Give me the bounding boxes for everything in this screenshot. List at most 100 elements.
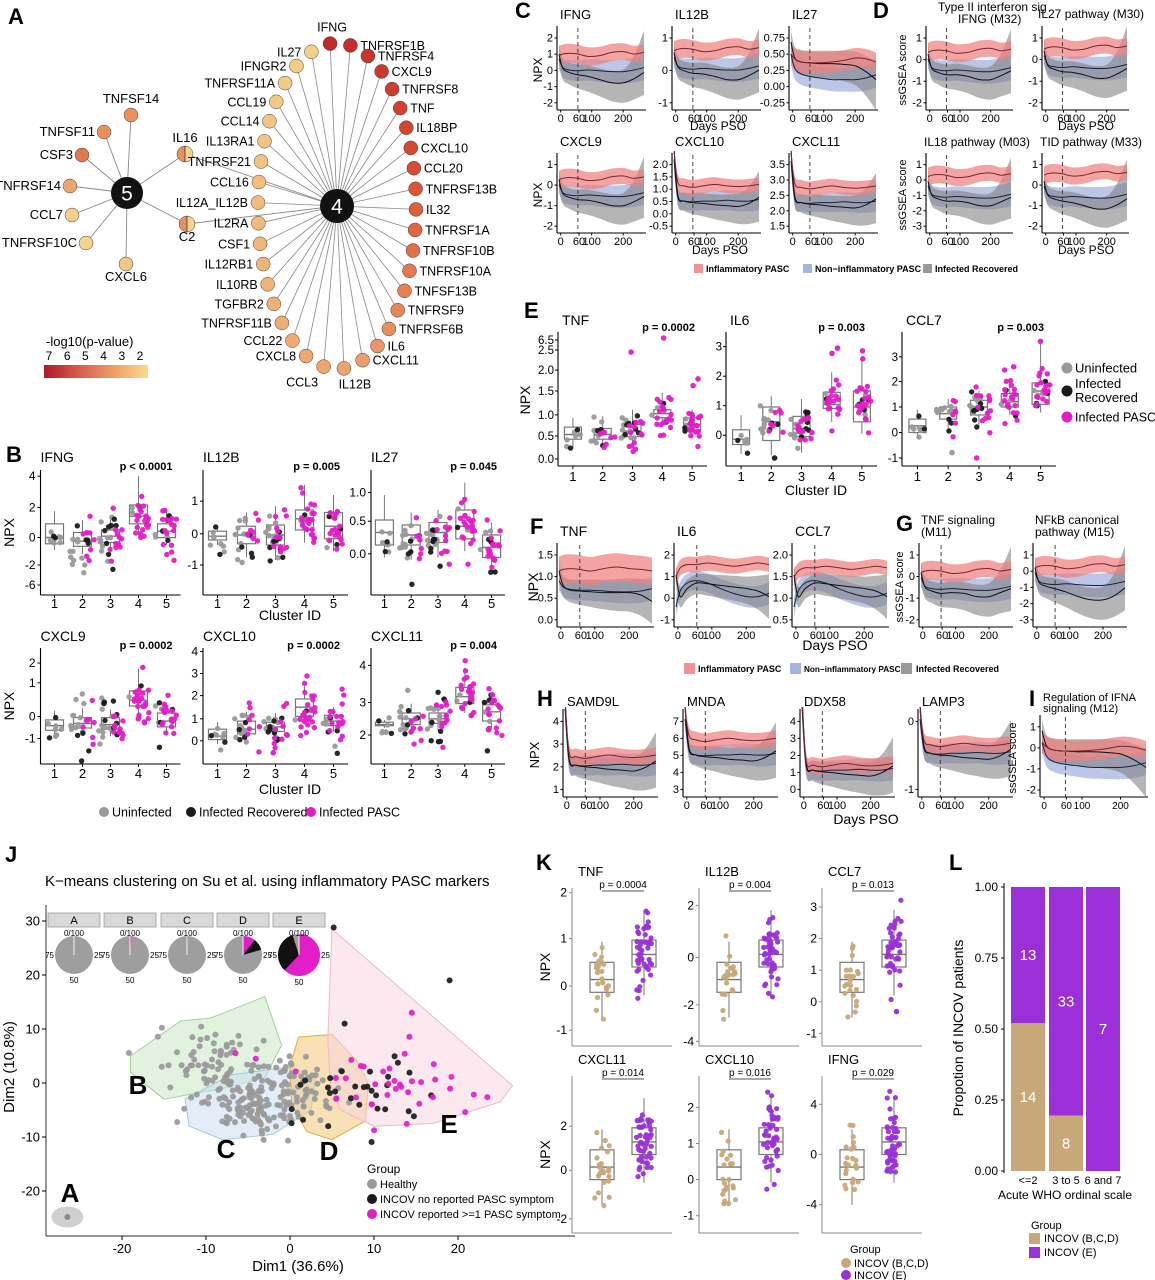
- svg-text:7: 7: [1099, 1021, 1107, 1038]
- svg-text:200: 200: [625, 800, 643, 812]
- svg-text:-0.5: -0.5: [649, 221, 668, 233]
- svg-text:6 and 7: 6 and 7: [1085, 1175, 1122, 1187]
- svg-text:4: 4: [135, 596, 142, 611]
- svg-text:2.0: 2.0: [653, 159, 668, 171]
- svg-text:4: 4: [810, 1097, 817, 1111]
- svg-text:14: 14: [1020, 1089, 1037, 1106]
- svg-text:3 to 5: 3 to 5: [1052, 1175, 1080, 1187]
- svg-text:60: 60: [935, 800, 947, 812]
- svg-text:3: 3: [892, 352, 898, 364]
- svg-text:CCL22: CCL22: [243, 334, 282, 348]
- svg-text:5: 5: [163, 596, 170, 611]
- svg-text:CXCL6: CXCL6: [105, 269, 147, 284]
- svg-text:CXCL9: CXCL9: [392, 65, 432, 79]
- svg-text:5: 5: [488, 596, 495, 611]
- svg-text:2: 2: [29, 501, 36, 515]
- svg-text:0.5: 0.5: [538, 593, 553, 605]
- svg-text:INCOV (E): INCOV (E): [854, 1270, 907, 1280]
- svg-text:0: 0: [286, 1241, 293, 1256]
- svg-text:4: 4: [301, 766, 308, 781]
- svg-text:E: E: [524, 298, 539, 323]
- svg-text:J: J: [5, 842, 17, 867]
- svg-text:TNF: TNF: [578, 864, 603, 879]
- svg-text:100: 100: [711, 800, 729, 812]
- svg-text:200: 200: [1112, 801, 1129, 812]
- svg-text:-4: -4: [683, 1034, 694, 1048]
- svg-text:-2: -2: [1019, 598, 1029, 610]
- svg-text:60: 60: [1057, 236, 1069, 248]
- svg-text:Uninfected: Uninfected: [112, 806, 172, 820]
- svg-text:CCL3: CCL3: [286, 376, 318, 390]
- svg-text:-20: -20: [113, 1241, 132, 1256]
- svg-text:100: 100: [828, 800, 846, 812]
- svg-text:1: 1: [662, 33, 668, 45]
- svg-text:0/100: 0/100: [120, 929, 141, 938]
- svg-text:p = 0.003: p = 0.003: [818, 322, 865, 334]
- svg-text:7: 7: [673, 716, 679, 728]
- svg-text:2: 2: [560, 886, 567, 900]
- svg-text:TNF: TNF: [410, 102, 435, 116]
- svg-text:3: 3: [107, 766, 114, 781]
- svg-text:60: 60: [1061, 801, 1073, 812]
- svg-text:60: 60: [1057, 113, 1069, 125]
- svg-text:p = 0.014: p = 0.014: [602, 1068, 644, 1079]
- svg-text:100: 100: [586, 630, 604, 642]
- svg-text:0.5: 0.5: [653, 196, 668, 208]
- svg-text:TNFRSF10C: TNFRSF10C: [2, 235, 77, 250]
- svg-text:60: 60: [810, 630, 822, 642]
- svg-text:TNFRSF13B: TNFRSF13B: [426, 182, 498, 196]
- svg-text:2.0: 2.0: [773, 550, 788, 562]
- svg-text:signaling (M12): signaling (M12): [1043, 703, 1118, 715]
- svg-text:-2: -2: [25, 558, 36, 572]
- svg-text:INCOV (B,C,D): INCOV (B,C,D): [1044, 1233, 1119, 1245]
- svg-text:2: 2: [687, 898, 694, 912]
- svg-text:5: 5: [163, 766, 170, 781]
- svg-text:TNFRSF4: TNFRSF4: [378, 50, 434, 64]
- svg-text:6: 6: [673, 733, 679, 745]
- svg-text:4: 4: [1006, 469, 1013, 484]
- svg-text:CXCL10: CXCL10: [421, 141, 468, 155]
- svg-text:0.0: 0.0: [653, 208, 668, 220]
- svg-text:Infected PASC: Infected PASC: [1075, 411, 1155, 425]
- svg-text:Infected Recovered: Infected Recovered: [916, 664, 999, 674]
- svg-text:LAMP3: LAMP3: [922, 694, 965, 709]
- svg-text:E: E: [295, 915, 302, 927]
- svg-text:IL12RB1: IL12RB1: [205, 258, 254, 272]
- svg-text:-10: -10: [21, 1130, 40, 1145]
- svg-text:ssGSEA score: ssGSEA score: [897, 35, 909, 106]
- svg-text:50: 50: [239, 976, 248, 985]
- svg-text:0.50: 0.50: [764, 49, 785, 61]
- svg-text:TNF: TNF: [560, 523, 587, 539]
- svg-text:TNFRSF11B: TNFRSF11B: [201, 316, 272, 330]
- svg-text:1.0: 1.0: [653, 184, 668, 196]
- svg-text:Cluster ID: Cluster ID: [259, 607, 321, 623]
- svg-text:1.5: 1.5: [653, 171, 668, 183]
- svg-text:75: 75: [158, 951, 167, 960]
- svg-text:C2: C2: [179, 229, 196, 244]
- svg-text:1: 1: [664, 571, 670, 583]
- svg-text:4: 4: [673, 767, 679, 779]
- svg-text:-4: -4: [806, 1198, 817, 1212]
- svg-text:200: 200: [980, 630, 998, 642]
- svg-text:Dim1 (36.6%): Dim1 (36.6%): [252, 1258, 344, 1275]
- svg-text:200: 200: [982, 113, 1000, 125]
- svg-text:200: 200: [614, 113, 632, 125]
- svg-text:A: A: [8, 4, 24, 29]
- svg-text:1.0: 1.0: [349, 486, 366, 500]
- svg-text:CXCL11: CXCL11: [371, 628, 423, 644]
- svg-text:0: 0: [793, 630, 799, 642]
- svg-text:25: 25: [263, 951, 272, 960]
- svg-text:1: 1: [560, 932, 567, 946]
- svg-text:5: 5: [1037, 469, 1044, 484]
- svg-text:-1: -1: [912, 190, 922, 202]
- svg-text:IL27: IL27: [371, 449, 398, 465]
- svg-text:2: 2: [810, 932, 817, 946]
- svg-text:0: 0: [29, 531, 36, 545]
- svg-text:INCOV (E): INCOV (E): [1044, 1247, 1097, 1259]
- svg-text:2: 2: [79, 766, 86, 781]
- svg-text:0: 0: [1023, 566, 1029, 578]
- svg-text:4: 4: [301, 596, 308, 611]
- svg-text:Type II interferon sig: Type II interferon sig: [938, 0, 1047, 14]
- svg-text:TNFSF13B: TNFSF13B: [415, 284, 478, 298]
- svg-text:NPX: NPX: [1, 517, 17, 546]
